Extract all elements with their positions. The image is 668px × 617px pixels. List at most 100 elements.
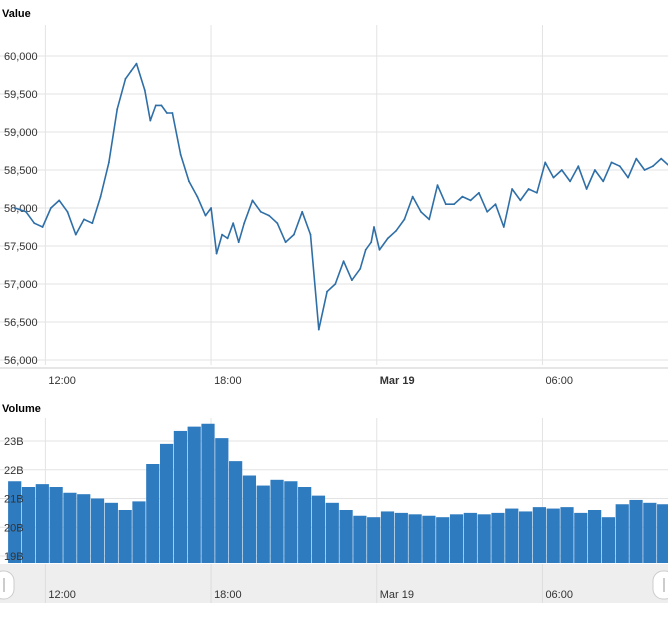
- volume-bar: [477, 514, 491, 563]
- value-x-tick-label: 06:00: [545, 375, 573, 387]
- value-point: [403, 218, 406, 221]
- value-point: [411, 195, 414, 198]
- volume-bar: [339, 510, 353, 563]
- value-x-tick-label: Mar 19: [380, 375, 415, 387]
- value-point: [237, 241, 240, 244]
- value-point: [660, 157, 663, 160]
- volume-bar: [325, 502, 339, 563]
- value-point: [519, 199, 522, 202]
- volume-bar: [574, 512, 588, 564]
- value-point: [469, 199, 472, 202]
- volume-bar: [229, 461, 243, 564]
- volume-bar: [242, 475, 257, 563]
- navigator-right-handle-knob: [652, 570, 668, 600]
- value-point: [25, 210, 27, 213]
- value-point: [210, 207, 212, 209]
- navigator-right-handle[interactable]: [652, 570, 668, 600]
- value-point: [58, 199, 61, 202]
- value-point: [444, 203, 447, 206]
- volume-bar: [505, 508, 519, 563]
- value-point: [317, 328, 320, 331]
- value-point: [594, 169, 596, 171]
- value-point: [395, 229, 397, 232]
- value-y-tick-label: 58,000: [4, 203, 38, 215]
- value-point: [420, 210, 422, 213]
- value-point: [618, 165, 621, 168]
- volume-bar: [270, 479, 284, 563]
- value-point: [135, 62, 138, 65]
- volume-bar: [518, 511, 533, 563]
- volume-bar: [311, 495, 326, 564]
- value-point: [560, 169, 563, 171]
- value-point: [99, 195, 102, 198]
- value-point: [461, 195, 464, 198]
- volume-bar: [256, 485, 270, 563]
- value-point: [569, 180, 571, 183]
- volume-bar: [104, 502, 118, 563]
- value-point: [577, 165, 580, 168]
- navigator[interactable]: 12:00 18:00 Mar 19 06:00: [0, 564, 668, 603]
- value-point: [478, 191, 480, 194]
- value-point: [652, 165, 654, 168]
- volume-bar: [215, 438, 229, 564]
- volume-bar: [588, 510, 602, 563]
- volume-bar: [63, 492, 77, 563]
- value-point: [232, 222, 235, 225]
- volume-bar: [615, 504, 629, 563]
- value-point: [342, 260, 345, 263]
- value-series-line: [14, 62, 668, 331]
- navigator-x-tick-label: 18:00: [214, 589, 242, 601]
- volume-bar: [629, 499, 643, 563]
- volume-bar: [201, 423, 215, 563]
- value-point: [284, 241, 287, 244]
- volume-bar: [449, 514, 464, 563]
- value-point: [511, 188, 513, 190]
- value-point: [116, 108, 119, 111]
- value-point: [49, 207, 52, 209]
- value-point: [627, 176, 629, 179]
- volume-bar: [422, 515, 436, 563]
- value-point: [309, 233, 312, 236]
- volume-bar: [90, 498, 105, 563]
- volume-bar: [436, 517, 450, 563]
- value-point: [107, 161, 110, 164]
- value-point: [154, 104, 157, 107]
- value-y-tick-label: 59,500: [4, 89, 38, 101]
- value-point: [386, 237, 389, 240]
- value-point: [243, 222, 246, 225]
- volume-bar: [8, 481, 22, 563]
- volume-bar: [560, 507, 574, 564]
- value-point: [527, 188, 530, 190]
- volume-bar: [353, 515, 367, 563]
- navigator-left-handle[interactable]: [0, 570, 15, 600]
- value-y-tick-label: 60,000: [4, 51, 38, 63]
- value-x-tick-label: 12:00: [48, 375, 76, 387]
- volume-y-tick-label: 19B: [4, 551, 24, 563]
- value-y-tick-label: 58,500: [4, 165, 38, 177]
- volume-bar: [367, 517, 381, 563]
- value-y-tick-label: 59,000: [4, 127, 38, 139]
- value-point: [251, 199, 254, 202]
- value-point: [373, 226, 375, 228]
- value-y-tick-label: 56,000: [4, 355, 38, 367]
- value-point: [221, 233, 224, 236]
- value-point: [204, 214, 207, 217]
- value-point: [359, 267, 362, 270]
- volume-bar: [49, 487, 63, 563]
- value-x-tick-label: 18:00: [214, 375, 242, 387]
- volume-bar: [298, 487, 312, 563]
- value-point: [301, 210, 304, 213]
- volume-bar: [159, 443, 174, 564]
- volume-bar: [546, 508, 560, 563]
- volume-bar: [21, 487, 36, 563]
- value-point: [486, 210, 489, 213]
- value-point: [276, 222, 279, 225]
- value-point: [74, 233, 77, 236]
- value-panel-title: Value: [2, 8, 31, 20]
- volume-bar: [463, 512, 477, 564]
- value-point: [602, 180, 605, 183]
- value-y-tick-label: 56,500: [4, 317, 38, 329]
- value-point: [171, 112, 174, 114]
